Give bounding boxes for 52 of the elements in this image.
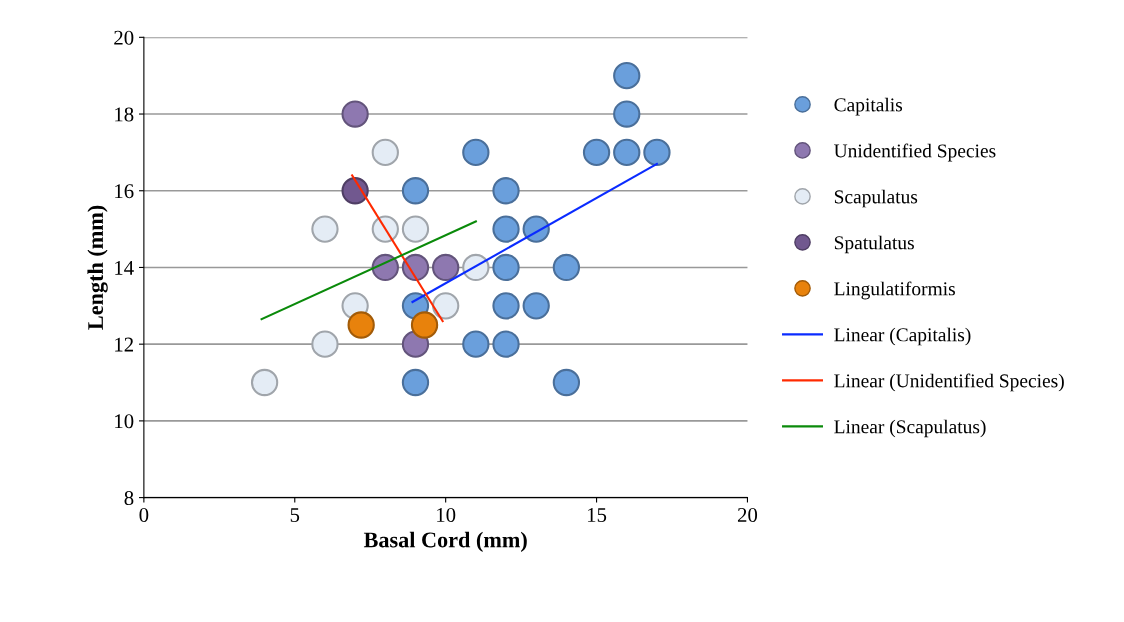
point (311, 330, 339, 358)
point (613, 100, 641, 128)
x-tick-label: 10 (437, 507, 456, 522)
legend-label: Capitalis (834, 97, 903, 116)
legend-label: Linear (Scapulatus) (834, 419, 986, 438)
point (341, 177, 369, 205)
point (341, 100, 369, 128)
point (643, 138, 671, 167)
point (522, 292, 550, 320)
point (311, 215, 339, 243)
legend-label: Linear (Unidentified Species) (834, 373, 1064, 392)
point (552, 253, 581, 282)
point (613, 138, 641, 167)
point (401, 368, 430, 397)
y-tick-label: 16 (115, 184, 134, 199)
point (432, 292, 460, 320)
point (371, 138, 399, 167)
point (462, 138, 490, 167)
point (401, 215, 430, 243)
point (552, 368, 581, 397)
point (613, 62, 641, 90)
point (522, 215, 550, 243)
y-tick-label: 20 (114, 30, 134, 45)
x-tick-label: 20 (737, 507, 758, 522)
point (492, 292, 520, 320)
x-axis-title: Basal Cord (mm) (363, 531, 527, 552)
legend-label: Linear (Capitalis) (834, 327, 971, 346)
point (492, 253, 520, 282)
legend-label: Lingulatiformis (834, 281, 955, 300)
point (401, 177, 430, 205)
y-tick-label: 12 (115, 337, 133, 352)
legend-label: Spatulatus (834, 235, 914, 254)
point (492, 330, 520, 358)
point (432, 253, 460, 282)
y-tick-label: 18 (115, 107, 134, 122)
y-tick-label: 14 (115, 260, 134, 275)
y-tick-label: 8 (124, 490, 134, 506)
point (410, 311, 439, 339)
point (401, 253, 430, 282)
point (462, 330, 490, 358)
point (582, 138, 611, 167)
legend-label: Scapulatus (834, 189, 918, 208)
point (347, 311, 375, 339)
x-tick-label: 15 (587, 508, 607, 522)
y-axis-title: Length (mm) (87, 205, 108, 330)
point (492, 177, 520, 205)
point (250, 368, 279, 397)
x-tick-label: 0 (139, 507, 149, 522)
x-tick-label: 5 (290, 508, 300, 522)
y-tick-label: 10 (115, 414, 134, 429)
legend-label: Unidentified Species (834, 143, 996, 162)
point (492, 215, 520, 243)
